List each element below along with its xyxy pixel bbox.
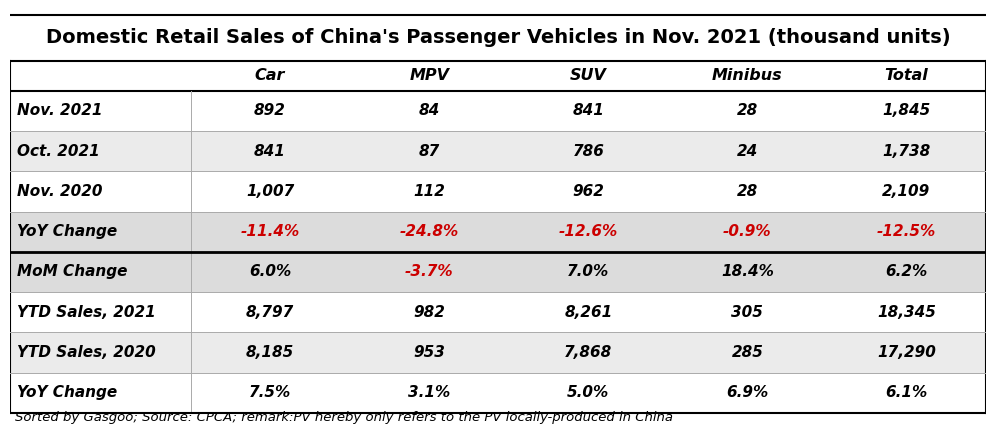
Bar [10, 212, 986, 252]
Text: YoY Change: YoY Change [17, 385, 118, 400]
Text: Oct. 2021: Oct. 2021 [17, 144, 100, 159]
Text: Nov. 2020: Nov. 2020 [17, 184, 103, 199]
Text: Minibus: Minibus [712, 68, 783, 83]
Text: Domestic Retail Sales of China's Passenger Vehicles in Nov. 2021 (thousand units: Domestic Retail Sales of China's Passeng… [46, 28, 950, 47]
Text: MPV: MPV [409, 68, 449, 83]
Text: 962: 962 [573, 184, 605, 199]
Text: 112: 112 [413, 184, 445, 199]
Text: MoM Change: MoM Change [17, 265, 127, 280]
Text: -11.4%: -11.4% [240, 224, 300, 239]
Text: 28: 28 [737, 104, 758, 119]
Text: YoY Change: YoY Change [17, 224, 118, 239]
Text: 786: 786 [573, 144, 605, 159]
Text: 285: 285 [731, 345, 763, 360]
Text: YTD Sales, 2020: YTD Sales, 2020 [17, 345, 155, 360]
Text: 1,738: 1,738 [882, 144, 930, 159]
Text: 7.0%: 7.0% [567, 265, 610, 280]
Text: -0.9%: -0.9% [723, 224, 772, 239]
Bar [10, 91, 986, 131]
Text: 953: 953 [413, 345, 445, 360]
Text: 6.9%: 6.9% [726, 385, 769, 400]
Text: -12.5%: -12.5% [876, 224, 936, 239]
Bar [10, 373, 986, 413]
Text: 24: 24 [737, 144, 758, 159]
Text: 84: 84 [418, 104, 440, 119]
Text: 28: 28 [737, 184, 758, 199]
Text: 18.4%: 18.4% [721, 265, 774, 280]
Text: -24.8%: -24.8% [399, 224, 459, 239]
Text: Car: Car [255, 68, 285, 83]
Text: 3.1%: 3.1% [408, 385, 450, 400]
Text: 1,007: 1,007 [246, 184, 294, 199]
Text: 87: 87 [418, 144, 440, 159]
Text: Nov. 2021: Nov. 2021 [17, 104, 103, 119]
Text: 8,185: 8,185 [246, 345, 294, 360]
Text: 8,797: 8,797 [246, 305, 294, 320]
Text: -3.7%: -3.7% [404, 265, 453, 280]
Text: Sorted by Gasgoo; Source: CPCA; remark:PV hereby only refers to the PV locally-p: Sorted by Gasgoo; Source: CPCA; remark:P… [15, 411, 673, 424]
Text: 18,345: 18,345 [877, 305, 936, 320]
Text: -12.6%: -12.6% [559, 224, 618, 239]
Text: 7,868: 7,868 [564, 345, 613, 360]
Text: YTD Sales, 2021: YTD Sales, 2021 [17, 305, 155, 320]
Text: 17,290: 17,290 [877, 345, 936, 360]
Text: 2,109: 2,109 [882, 184, 930, 199]
Text: 305: 305 [731, 305, 763, 320]
Text: 8,261: 8,261 [564, 305, 613, 320]
Bar [10, 131, 986, 172]
Bar [10, 172, 986, 212]
Text: 6.2%: 6.2% [885, 265, 927, 280]
Text: 6.0%: 6.0% [249, 265, 291, 280]
Text: SUV: SUV [570, 68, 607, 83]
Bar [10, 333, 986, 373]
Text: Total: Total [884, 68, 928, 83]
Text: 1,845: 1,845 [882, 104, 930, 119]
Bar [10, 252, 986, 292]
Text: 6.1%: 6.1% [885, 385, 927, 400]
Text: 982: 982 [413, 305, 445, 320]
Text: 5.0%: 5.0% [567, 385, 610, 400]
Text: 892: 892 [254, 104, 286, 119]
Text: 841: 841 [573, 104, 605, 119]
Text: 841: 841 [254, 144, 286, 159]
Text: 7.5%: 7.5% [249, 385, 291, 400]
Bar [10, 292, 986, 333]
